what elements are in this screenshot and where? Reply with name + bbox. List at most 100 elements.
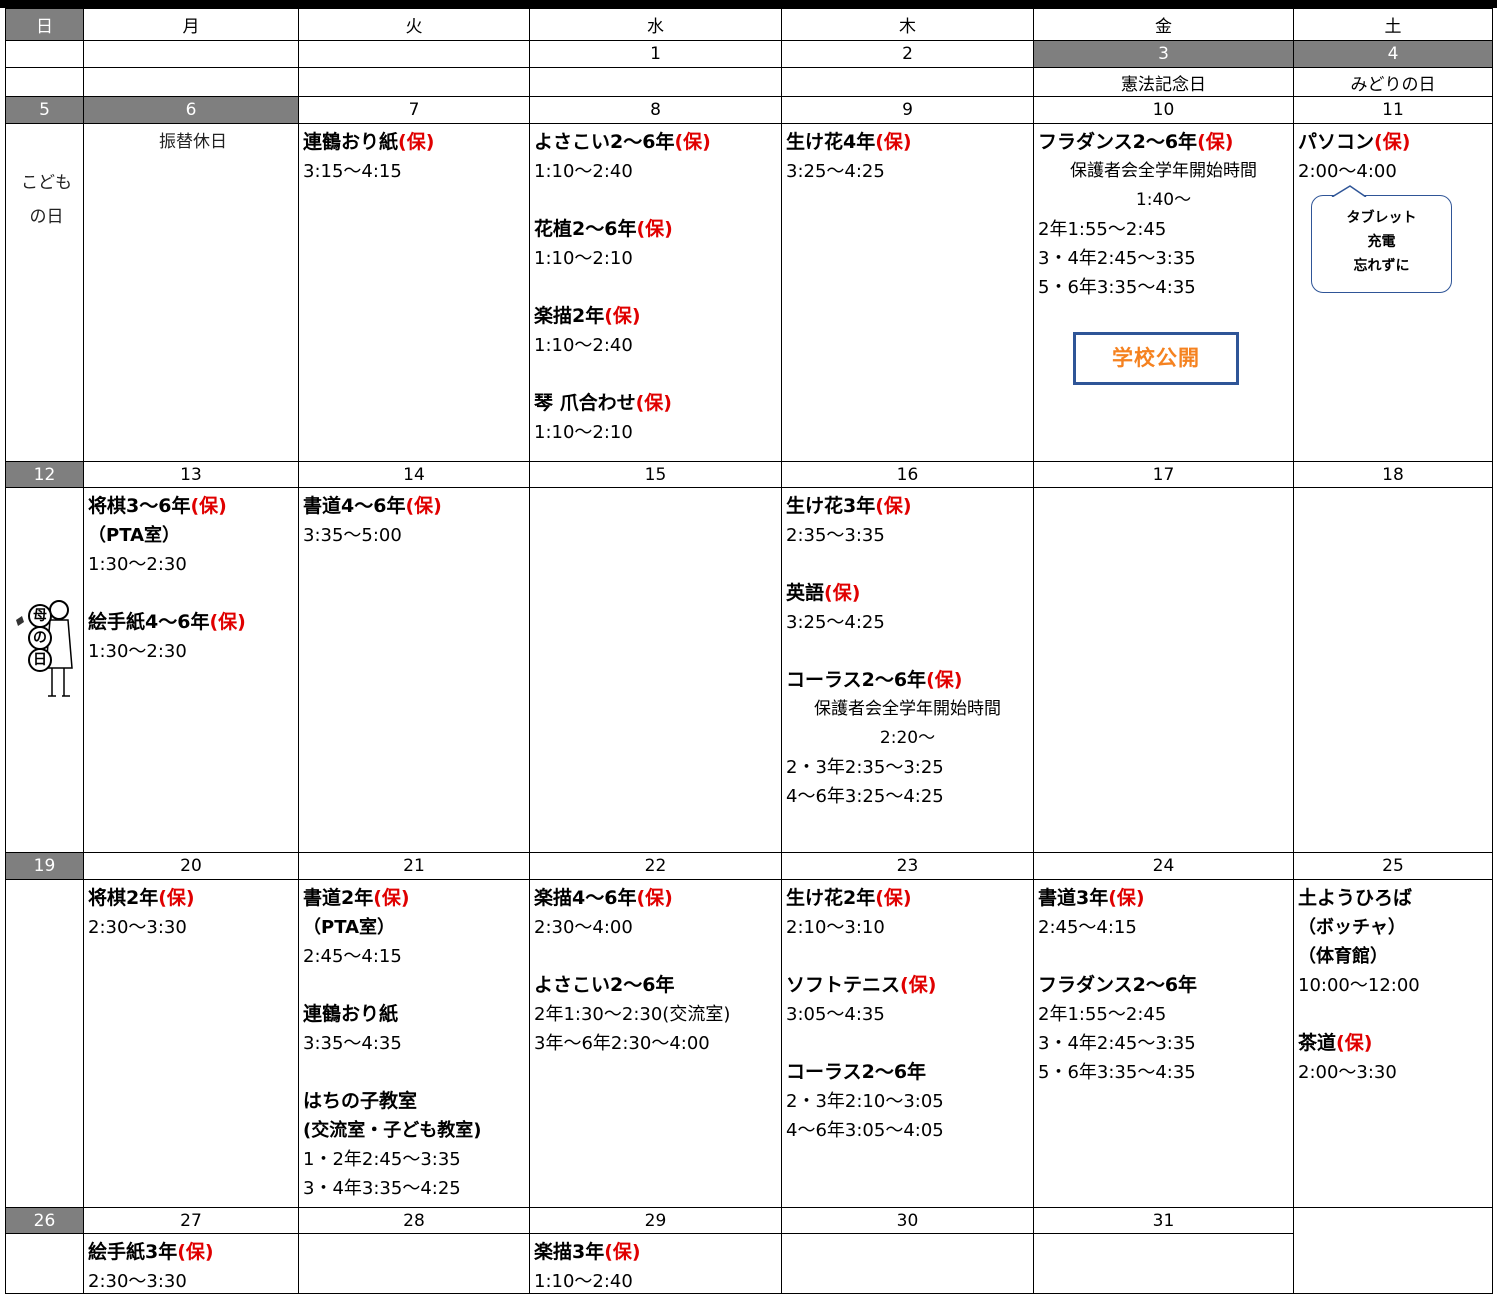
date-cell: 23 <box>781 852 1034 880</box>
event-time: 2・3年2:10〜3:05 <box>786 1091 944 1112</box>
event-title: ソフトテニス <box>786 974 901 996</box>
holiday-text: 振替休日 <box>159 132 227 152</box>
day-cell <box>1033 487 1294 853</box>
event: 土ようひろば （ボッチャ） （体育館） 10:00〜12:00 <box>1298 884 1492 1000</box>
event-subtitle: (交流室・子ども教室) <box>303 1120 482 1141</box>
date-cell: 18 <box>1293 461 1493 488</box>
event-subtitle: （体育館） <box>1298 946 1388 967</box>
event-title-line: 将棋2年(保) <box>88 884 298 913</box>
event-tag: (保) <box>405 495 442 517</box>
event-tag: (保) <box>636 887 673 909</box>
event-time: 2・3年2:35〜3:25 <box>786 757 944 778</box>
event: 茶道(保) 2:00〜3:30 <box>1298 1029 1492 1087</box>
event-tag: (保) <box>875 131 912 153</box>
event-title: 土ようひろば <box>1298 887 1413 909</box>
event-title: 生け花2年 <box>786 887 876 909</box>
event-subtitle: （PTA室） <box>88 525 181 546</box>
empty-cell <box>529 67 782 97</box>
event-tag: (保) <box>926 669 963 691</box>
weekday-header: 月 <box>83 8 299 41</box>
date-cell: 5 <box>5 96 84 124</box>
event-tag: (保) <box>900 974 937 996</box>
event-title-line: 連鶴おり紙(保) <box>303 128 529 157</box>
date-cell: 11 <box>1293 96 1493 124</box>
weekday-header: 土 <box>1293 8 1493 41</box>
event-time: 3年〜6年2:30〜4:00 <box>534 1033 710 1054</box>
holiday-text: こども <box>21 173 72 193</box>
date-cell: 15 <box>529 461 782 488</box>
holiday-text: の日 <box>29 207 64 227</box>
event-tag: (保) <box>1374 131 1411 153</box>
empty-cell <box>298 40 530 68</box>
day-cell: 楽描4〜6年(保) 2:30〜4:00 よさこい2〜6年 2年1:30〜2:30(交流… <box>529 879 782 1208</box>
event-tag: (保) <box>158 887 195 909</box>
day-cell <box>781 1233 1034 1294</box>
event-tag: (保) <box>1197 131 1234 153</box>
empty-cell <box>83 67 299 97</box>
event-title: 書道4〜6年 <box>303 495 406 517</box>
event-tag: (保) <box>875 495 912 517</box>
event-time: 3:35〜5:00 <box>303 525 402 546</box>
event-time: 4〜6年3:25〜4:25 <box>786 786 944 807</box>
event-time: 5・6年3:35〜4:35 <box>1038 277 1196 298</box>
event-time: 1・2年2:45〜3:35 <box>303 1149 461 1170</box>
weekday-header: 火 <box>298 8 530 41</box>
event: 生け花3年(保) 2:35〜3:35 <box>786 492 1033 550</box>
event-title-line: 生け花2年(保) <box>786 884 1033 913</box>
weekday-header: 水 <box>529 8 782 41</box>
date-cell: 21 <box>298 852 530 880</box>
event: フラダンス2〜6年(保) 保護者会全学年開始時間 1:40〜 2年1:55〜2:45 3… <box>1038 128 1293 302</box>
date-cell: 2 <box>781 40 1034 68</box>
empty-cell <box>298 67 530 97</box>
event-time: 1:30〜2:30 <box>88 554 187 575</box>
event: 琴 爪合わせ(保) 1:10〜2:10 <box>534 389 781 447</box>
day-cell: 楽描3年(保) 1:10〜2:40 <box>529 1233 782 1294</box>
callout-text: 充電 <box>1367 234 1396 250</box>
event-title: よさこい2〜6年 <box>534 974 675 996</box>
event-title-line: 琴 爪合わせ(保) <box>534 389 781 418</box>
event-note: 2:20〜 <box>879 728 936 748</box>
event-time: 2:45〜4:15 <box>1038 917 1137 938</box>
event-time: 3:05〜4:35 <box>786 1004 885 1025</box>
event-title-line: コーラス2〜6年(保) <box>786 666 1033 695</box>
callout-text: 忘れずに <box>1353 258 1410 274</box>
event-time: 1:10〜2:40 <box>534 161 633 182</box>
event-time: 2:00〜3:30 <box>1298 1062 1397 1083</box>
event-time: 4〜6年3:05〜4:05 <box>786 1120 944 1141</box>
event-title-line: 絵手紙3年(保) <box>88 1238 298 1267</box>
event-title: 将棋3〜6年 <box>88 495 191 517</box>
event: フラダンス2〜6年 2年1:55〜2:45 3・4年2:45〜3:35 5・6年3:3… <box>1038 971 1293 1087</box>
event-time: 1:10〜2:40 <box>534 1271 633 1292</box>
event: 楽描4〜6年(保) 2:30〜4:00 <box>534 884 781 942</box>
day-cell: 絵手紙3年(保) 2:30〜3:30 <box>83 1233 299 1294</box>
date-cell: 8 <box>529 96 782 124</box>
event-title-line: パソコン(保) <box>1298 128 1492 157</box>
date-cell: 13 <box>83 461 299 488</box>
event-title: 将棋2年 <box>88 887 159 909</box>
day-cell: 書道4〜6年(保) 3:35〜5:00 <box>298 487 530 853</box>
event-time: 2:00〜4:00 <box>1298 161 1397 182</box>
event-tag: (保) <box>604 305 641 327</box>
event-title-line: 生け花3年(保) <box>786 492 1033 521</box>
day-cell: 将棋2年(保) 2:30〜3:30 <box>83 879 299 1208</box>
weekday-header: 木 <box>781 8 1034 41</box>
callout-text: タブレット <box>1346 210 1417 226</box>
event-tag: (保) <box>636 218 673 240</box>
event-title: 英語 <box>786 582 825 604</box>
event: コーラス2〜6年 2・3年2:10〜3:05 4〜6年3:05〜4:05 <box>786 1058 1033 1145</box>
date-cell: 24 <box>1033 852 1294 880</box>
event: コーラス2〜6年(保) 保護者会全学年開始時間 2:20〜 2・3年2:35〜3:25… <box>786 666 1033 811</box>
event-time: 1:10〜2:10 <box>534 248 633 269</box>
day-cell: こども の日 <box>5 123 84 462</box>
event: よさこい2〜6年(保) 1:10〜2:40 <box>534 128 781 186</box>
weekday-header: 日 <box>5 8 84 41</box>
day-cell: 振替休日 <box>83 123 299 462</box>
event: 将棋3〜6年(保) （PTA室） 1:30〜2:30 <box>88 492 298 579</box>
date-cell: 20 <box>83 852 299 880</box>
day-cell <box>1293 487 1493 853</box>
date-cell: 25 <box>1293 852 1493 880</box>
date-cell: 3 <box>1033 40 1294 68</box>
event-tag: (保) <box>824 582 861 604</box>
event: 連鶴おり紙 3:35〜4:35 <box>303 1000 529 1058</box>
event-title-line: 書道3年(保) <box>1038 884 1293 913</box>
